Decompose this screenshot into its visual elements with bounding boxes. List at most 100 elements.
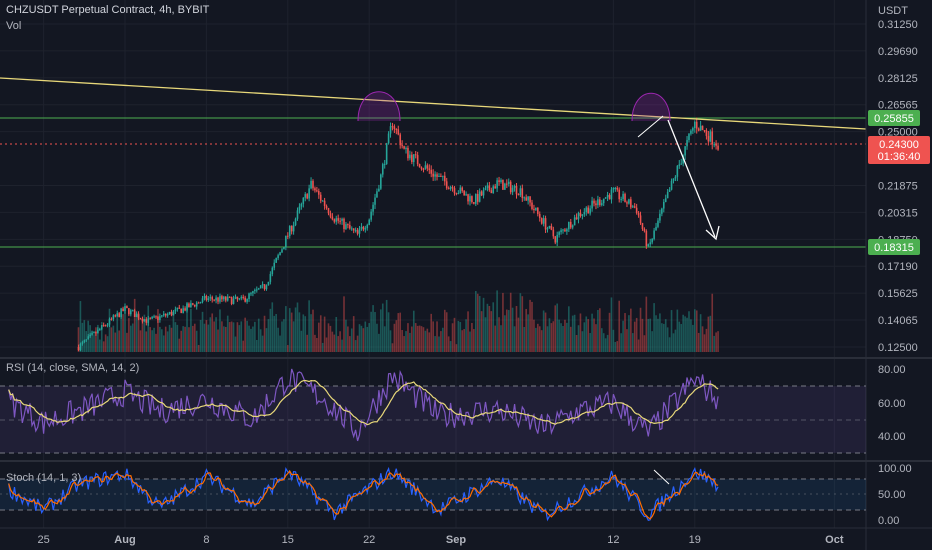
candle-body (120, 308, 122, 317)
top-arc-right[interactable] (631, 92, 671, 122)
candle-body (628, 199, 630, 204)
candle-body (197, 302, 200, 304)
candle-body (558, 232, 560, 235)
time-tick-label: 8 (203, 534, 209, 546)
chart-title[interactable]: CHZUSDT Perpetual Contract, 4h, BYBIT (6, 4, 210, 16)
candle-body (224, 296, 227, 301)
volume-bar (599, 308, 601, 352)
volume-bar (391, 343, 394, 352)
volume-bar (133, 298, 136, 352)
stoch-axis-label-100: 100.00 (878, 463, 912, 475)
candle-body (585, 207, 588, 212)
volume-bar (106, 336, 109, 352)
candle-body (703, 130, 706, 132)
candle-body (162, 313, 165, 316)
rise-line[interactable] (637, 115, 664, 138)
volume-bar (678, 321, 681, 352)
candle-body (236, 296, 239, 300)
volume-bar (271, 302, 274, 352)
volume-bar (457, 320, 460, 352)
volume-bar (432, 321, 434, 352)
candle-body (480, 191, 483, 196)
time-axis[interactable]: 25 Aug 8 15 22 Sep 12 19 Oct (37, 534, 843, 546)
candle-body (546, 228, 549, 230)
volume-bar (511, 307, 514, 352)
candle-body (713, 144, 715, 146)
candle-body (343, 218, 345, 229)
volume-bar (459, 322, 462, 352)
candle-body (467, 194, 469, 202)
volume-bar (159, 326, 161, 352)
volume-bar (277, 327, 279, 352)
volume-bar (83, 320, 86, 352)
volume-bar (602, 333, 605, 352)
rsi-legend[interactable]: RSI (14, close, SMA, 14, 2) (6, 362, 140, 374)
candle-body (711, 131, 714, 145)
candle-body (537, 207, 539, 214)
candle-body (95, 332, 97, 334)
volume-bar (335, 316, 338, 352)
candle-body (666, 191, 669, 199)
candle-body (509, 181, 512, 193)
volume-bar (614, 341, 617, 352)
candle-body (228, 296, 231, 298)
candle-body (230, 296, 233, 304)
volume-bar (213, 321, 215, 352)
volume-bar (610, 297, 613, 352)
candle-body (285, 235, 287, 248)
volume-bar (604, 338, 607, 352)
volume-bar (199, 319, 202, 352)
candle-body (358, 228, 361, 234)
rsi-ma-line (8, 379, 719, 426)
candle-body (329, 213, 332, 217)
candle-body (701, 125, 704, 131)
candle-body (186, 303, 188, 311)
candle-body (261, 284, 264, 286)
volume-bar (682, 314, 684, 352)
candle-body (657, 220, 659, 227)
volume-legend[interactable]: Vol (6, 20, 22, 32)
candle-body (192, 303, 194, 305)
volume-bar (680, 324, 683, 352)
candle-body (265, 285, 268, 290)
stoch-legend[interactable]: Stoch (14, 1, 3) (6, 472, 82, 484)
projection-arrow[interactable] (667, 119, 716, 238)
candle-body (87, 336, 89, 340)
volume-bar (197, 344, 200, 352)
volume-bar (201, 311, 204, 352)
volume-bar (77, 327, 80, 352)
top-arc-left[interactable] (357, 91, 401, 122)
volume-bar (701, 326, 704, 352)
candle-body (124, 306, 126, 312)
volume-bar (595, 324, 597, 352)
candle-body (562, 229, 564, 231)
candle-body (587, 207, 590, 214)
volume-bar (352, 316, 355, 352)
stoch-trend-arrow[interactable] (653, 469, 670, 485)
candle-body (715, 144, 717, 146)
volume-bar (467, 311, 469, 352)
candle-body (269, 274, 272, 282)
candle-body (694, 121, 696, 129)
volume-bar (618, 300, 621, 352)
candle-body (403, 146, 405, 149)
candle-body (595, 203, 597, 206)
candle-body (77, 347, 80, 351)
candle-body (255, 289, 258, 291)
volume-bar (376, 323, 378, 352)
candle-body (79, 343, 82, 351)
price-tick-label: 0.29690 (878, 46, 918, 58)
candle-body (577, 212, 580, 220)
candle-body (542, 218, 545, 224)
trendline[interactable] (0, 77, 867, 130)
candle-body (538, 213, 541, 219)
candle-body (424, 165, 427, 169)
candle-body (422, 168, 425, 170)
volume-bar (383, 326, 386, 352)
time-tick-label: Sep (446, 534, 466, 546)
volume-bar (620, 333, 622, 352)
candle-body (170, 311, 173, 316)
price-axis[interactable]: 0.31250 0.29690 0.28125 0.26565 0.25000 0.218… (878, 19, 918, 354)
volume-bar (236, 322, 239, 352)
